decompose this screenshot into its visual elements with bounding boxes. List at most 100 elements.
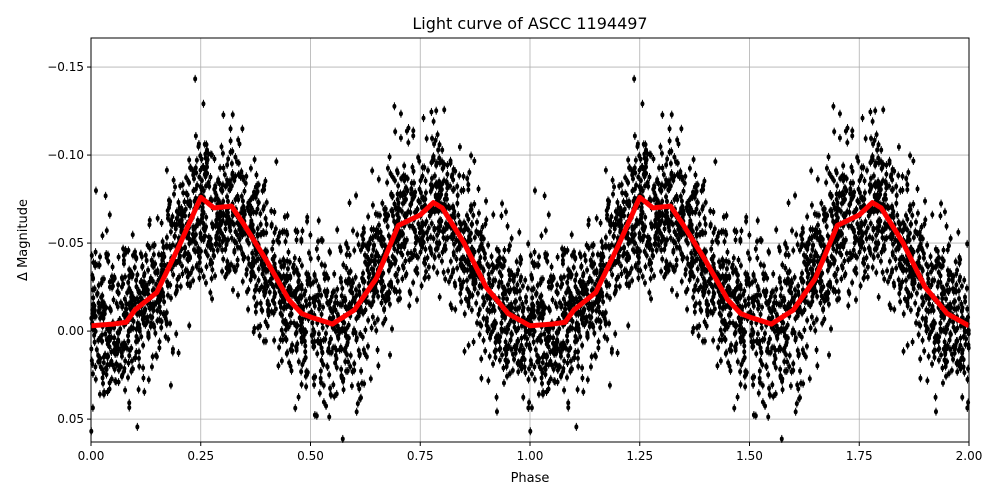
data-point [879, 146, 883, 154]
point-marker [688, 166, 692, 171]
point-marker [472, 158, 476, 163]
point-marker [691, 295, 695, 300]
data-point [427, 273, 431, 281]
point-marker [437, 253, 441, 258]
point-marker [521, 284, 525, 289]
point-marker [415, 297, 419, 302]
data-point [415, 296, 419, 304]
data-point [455, 199, 459, 207]
point-marker [348, 200, 352, 205]
point-marker [703, 216, 707, 221]
data-point [756, 217, 760, 225]
data-point [956, 228, 960, 236]
data-point [601, 298, 605, 306]
point-marker [126, 280, 130, 285]
point-marker [93, 340, 97, 345]
data-point [911, 157, 915, 165]
data-point [318, 389, 322, 397]
point-marker [894, 184, 898, 189]
point-marker [866, 274, 870, 279]
point-marker [813, 211, 817, 216]
point-marker [463, 349, 467, 354]
data-point [195, 156, 199, 164]
data-point [697, 210, 701, 218]
data-point [463, 347, 467, 355]
point-marker [254, 303, 258, 308]
point-marker [436, 132, 440, 137]
data-point [861, 114, 865, 122]
point-marker [427, 274, 431, 279]
point-marker [937, 358, 941, 363]
y-axis-label: Δ Magnitude [16, 199, 31, 281]
chart-title: Light curve of ASCC 1194497 [412, 14, 647, 33]
point-marker [791, 248, 795, 253]
data-point [815, 346, 819, 354]
data-point [688, 164, 692, 172]
point-marker [579, 264, 583, 269]
point-marker [380, 201, 384, 206]
point-marker [965, 286, 969, 291]
point-marker [426, 168, 430, 173]
point-marker [328, 250, 332, 255]
point-marker [888, 274, 892, 279]
data-point [443, 275, 447, 283]
point-marker [286, 266, 290, 271]
data-point [205, 263, 209, 271]
point-marker [455, 201, 459, 206]
point-marker [880, 165, 884, 170]
data-point [879, 257, 883, 265]
point-marker [914, 220, 918, 225]
point-marker [576, 349, 580, 354]
data-point [478, 331, 482, 339]
point-marker [530, 405, 534, 410]
point-marker [352, 248, 356, 253]
point-marker [317, 218, 321, 223]
point-marker [788, 353, 792, 358]
point-marker [195, 158, 199, 163]
point-marker [917, 332, 921, 337]
point-marker [865, 168, 869, 173]
point-marker [766, 372, 770, 377]
data-point [581, 388, 585, 396]
data-point [771, 270, 775, 278]
data-point [850, 279, 854, 287]
data-point [876, 252, 880, 260]
point-marker [407, 303, 411, 308]
data-point [286, 265, 290, 273]
data-point [493, 353, 497, 361]
point-marker [165, 235, 169, 240]
point-marker [954, 259, 958, 264]
data-point [270, 245, 274, 253]
point-marker [455, 256, 459, 261]
point-marker [313, 374, 317, 379]
data-point [825, 223, 829, 231]
point-marker [805, 318, 809, 323]
point-marker [791, 361, 795, 366]
point-marker [299, 369, 303, 374]
point-marker [376, 347, 380, 352]
data-point [888, 257, 892, 265]
point-marker [91, 371, 95, 376]
point-marker [419, 178, 423, 183]
point-marker [787, 364, 791, 369]
point-marker [517, 230, 521, 235]
point-marker [249, 166, 253, 171]
data-point [187, 322, 191, 330]
data-point [865, 166, 869, 174]
data-point [532, 338, 536, 346]
point-marker [756, 218, 760, 223]
point-marker [230, 161, 234, 166]
data-point [819, 199, 823, 207]
point-marker [778, 367, 782, 372]
data-point [436, 131, 440, 139]
point-marker [270, 246, 274, 251]
data-point [846, 302, 850, 310]
point-marker [316, 255, 320, 260]
point-marker [725, 266, 729, 271]
point-marker [956, 230, 960, 235]
point-marker [349, 353, 353, 358]
point-marker [670, 112, 674, 117]
point-marker [530, 371, 534, 376]
data-point [965, 284, 969, 292]
